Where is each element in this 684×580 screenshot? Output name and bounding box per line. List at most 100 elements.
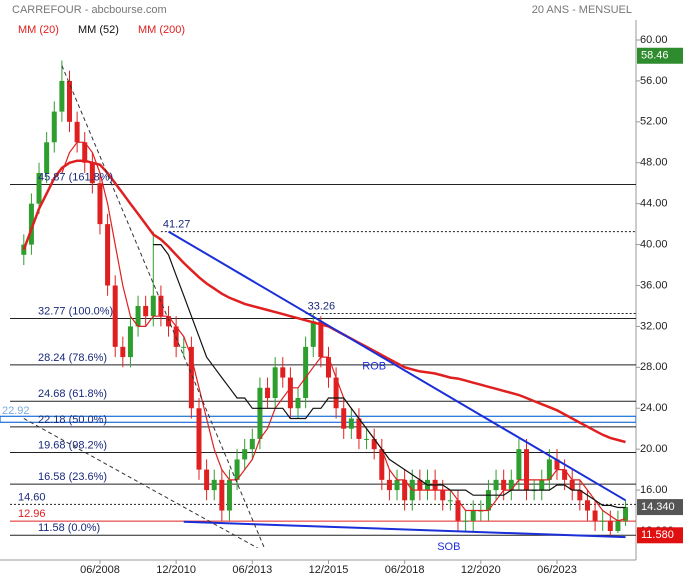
candle-body: [600, 520, 606, 522]
y-tick-label: 48.00: [640, 157, 668, 169]
candle-body: [539, 479, 545, 491]
candle-body: [371, 438, 377, 450]
candle-body: [592, 510, 598, 521]
candle-body: [341, 408, 347, 429]
chart-title: CARREFOUR - abcbourse.com: [12, 4, 167, 16]
candle-body: [386, 479, 392, 491]
candle-body: [303, 346, 309, 399]
candle-body: [59, 80, 65, 112]
level-label: 14.60: [18, 491, 46, 503]
candle-body: [257, 387, 263, 439]
candle-body: [196, 408, 202, 470]
candle-body: [166, 316, 172, 327]
candle-body: [219, 479, 225, 511]
trend-line: [61, 65, 265, 548]
trend-line: [168, 230, 627, 502]
trend-label: ROB: [362, 360, 386, 372]
legend-label: MM (52): [78, 24, 119, 36]
candle-body: [97, 183, 103, 225]
plot-area: [0, 60, 636, 548]
candle-body: [508, 479, 514, 491]
candle-body: [242, 449, 248, 460]
x-tick-label: 06/2023: [537, 564, 577, 576]
level-label: 33.26: [308, 300, 336, 312]
candle-body: [394, 479, 400, 491]
price-tag-label: 14.340: [641, 501, 675, 513]
x-tick-label: 12/2010: [156, 564, 196, 576]
candle-body: [607, 520, 613, 531]
trend-label: SOB: [437, 541, 460, 553]
candle-body: [325, 357, 331, 378]
candle-body: [181, 346, 187, 348]
level-label: 22.18 (50.0%): [38, 414, 107, 426]
candle-body: [249, 438, 255, 450]
y-tick-label: 24.00: [640, 402, 668, 414]
candle-body: [364, 438, 370, 440]
candle-body: [524, 449, 530, 491]
candle-body: [356, 418, 362, 439]
ma-line: [153, 244, 626, 509]
candle-body: [36, 172, 42, 204]
x-tick-label: 12/2020: [461, 564, 501, 576]
level-label: 32.77 (100.0%): [38, 305, 113, 317]
candle-body: [120, 346, 126, 358]
candle-body: [569, 479, 575, 491]
candle-body: [455, 500, 461, 521]
x-tick-label: 12/2015: [309, 564, 349, 576]
candle-body: [295, 398, 301, 409]
candle-body: [493, 479, 499, 491]
candle-body: [287, 377, 293, 409]
x-tick-label: 06/2008: [80, 564, 120, 576]
candle-body: [402, 479, 408, 501]
candle-body: [615, 520, 621, 531]
x-tick-label: 06/2013: [232, 564, 272, 576]
candle-body: [28, 203, 34, 245]
price-tag: [637, 47, 683, 64]
legend: MM (20) MM (52) MM (200): [18, 24, 185, 36]
candle-body: [516, 449, 522, 480]
candle-body: [470, 510, 476, 521]
candle-body: [226, 479, 232, 511]
x-tick-label: 06/2018: [385, 564, 425, 576]
y-tick-label: 28.00: [640, 361, 668, 373]
candle-body: [584, 500, 590, 511]
candle-body: [112, 285, 118, 347]
y-tick-label: 52.00: [640, 116, 668, 128]
candle-body: [51, 111, 57, 143]
level-label: 28.24 (78.6%): [38, 352, 107, 364]
candle-body: [318, 321, 324, 358]
candle-body: [485, 490, 491, 511]
y-tick-label: 40.00: [640, 238, 668, 250]
candle-body: [143, 305, 149, 317]
candle-body: [310, 321, 316, 347]
candle-body: [440, 490, 446, 501]
y-tick-label: 60.00: [640, 34, 668, 46]
candle-body: [188, 346, 194, 409]
level-label: 16.58 (23.6%): [38, 471, 107, 483]
y-tick-label: 20.00: [640, 443, 668, 455]
candle-body: [135, 305, 141, 327]
candle-body: [546, 459, 552, 480]
level-label: 22.92: [2, 405, 30, 417]
y-tick-label: 44.00: [640, 198, 668, 210]
candle-body: [150, 295, 156, 317]
legend-label: MM (200): [138, 24, 185, 36]
y-tick-label: 56.00: [640, 75, 668, 87]
candle-body: [211, 479, 217, 491]
candle-body: [554, 459, 560, 470]
candle-body: [379, 449, 385, 480]
candle-body: [158, 295, 164, 317]
candle-body: [44, 142, 50, 173]
trend-line: [23, 418, 259, 548]
candle-body: [74, 121, 80, 143]
candle-body: [333, 377, 339, 409]
candle-body: [67, 80, 73, 122]
level-label: 45.87 (161.8%): [38, 171, 113, 183]
candle-body: [463, 520, 469, 522]
price-tag-label: 58.46: [641, 50, 669, 62]
candle-body: [265, 387, 271, 399]
candle-body: [89, 162, 95, 184]
candle-body: [623, 507, 629, 521]
chart-subtitle: 20 ANS - MENSUEL: [532, 4, 632, 16]
